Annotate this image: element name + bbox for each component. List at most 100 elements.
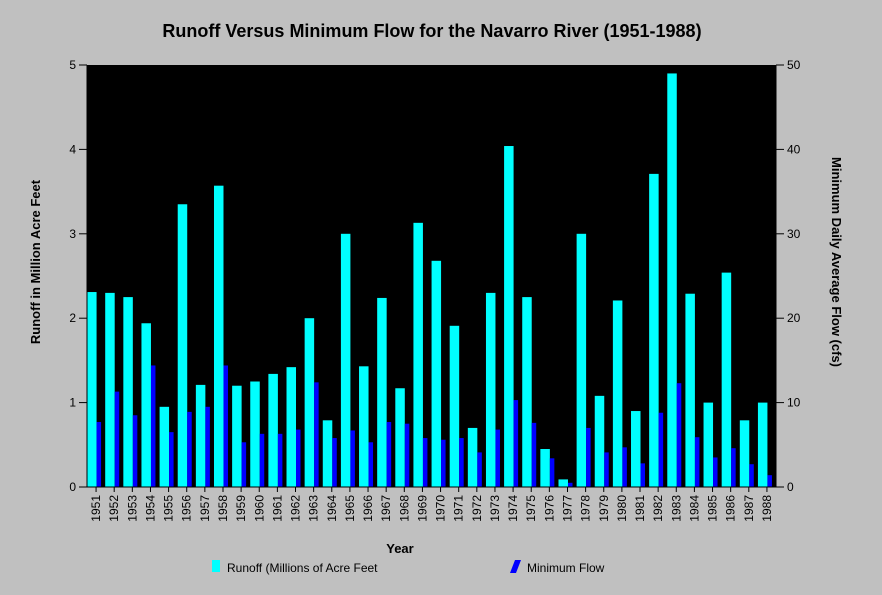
bar-runoff-1987 bbox=[739, 420, 750, 487]
bar-minimum-flow-1980 bbox=[622, 447, 627, 487]
bar-minimum-flow-1975 bbox=[531, 422, 537, 487]
x-tick-label: 1965 bbox=[343, 495, 357, 522]
bar-minimum-flow-1984 bbox=[694, 437, 700, 487]
legend-swatch-minimum-flow bbox=[510, 560, 521, 573]
bar-minimum-flow-1978 bbox=[586, 427, 591, 487]
bar-minimum-flow-1960 bbox=[259, 433, 265, 487]
x-tick-label: 1981 bbox=[633, 495, 647, 522]
bar-minimum-flow-1988 bbox=[767, 475, 772, 487]
bar-minimum-flow-1959 bbox=[241, 442, 247, 487]
bar-runoff-1951 bbox=[87, 292, 97, 487]
x-tick-label: 1984 bbox=[687, 495, 701, 522]
bar-runoff-1973 bbox=[485, 292, 496, 487]
bar-runoff-1964 bbox=[322, 420, 333, 487]
bar-minimum-flow-1963 bbox=[314, 382, 319, 487]
bar-minimum-flow-1958 bbox=[223, 365, 228, 487]
bar-runoff-1961 bbox=[268, 373, 278, 487]
x-axis-title: Year bbox=[386, 541, 413, 556]
bar-minimum-flow-1987 bbox=[749, 464, 754, 487]
bar-minimum-flow-1985 bbox=[713, 457, 718, 487]
bar-minimum-flow-1956 bbox=[187, 411, 192, 487]
bar-minimum-flow-1979 bbox=[604, 452, 609, 487]
bar-minimum-flow-1983 bbox=[676, 383, 682, 487]
x-tick-label: 1968 bbox=[397, 495, 411, 522]
bar-minimum-flow-1952 bbox=[114, 391, 120, 487]
x-tick-label: 1952 bbox=[107, 495, 121, 522]
x-tick-label: 1988 bbox=[760, 495, 774, 522]
y-tick-label-left: 5 bbox=[69, 58, 76, 72]
x-tick-label: 1955 bbox=[162, 495, 176, 522]
bar-runoff-1960 bbox=[250, 381, 260, 487]
bar-runoff-1982 bbox=[649, 173, 659, 487]
x-tick-label: 1970 bbox=[434, 495, 448, 522]
x-tick-label: 1969 bbox=[415, 495, 429, 522]
bar-minimum-flow-1953 bbox=[132, 415, 138, 487]
bar-runoff-1970 bbox=[431, 260, 442, 487]
x-tick-label: 1954 bbox=[143, 495, 157, 522]
bar-minimum-flow-1986 bbox=[731, 448, 736, 487]
y-tick-label-right: 10 bbox=[787, 396, 801, 410]
x-tick-label: 1971 bbox=[452, 495, 466, 522]
bar-runoff-1972 bbox=[467, 427, 478, 487]
x-tick-label: 1962 bbox=[289, 495, 303, 522]
bar-minimum-flow-1962 bbox=[296, 429, 301, 487]
y-tick-label-right: 40 bbox=[787, 142, 801, 156]
axes bbox=[86, 65, 777, 488]
x-tick-label: 1961 bbox=[270, 495, 284, 522]
bar-runoff-1977 bbox=[558, 479, 568, 487]
x-tick-label: 1967 bbox=[379, 495, 393, 522]
bar-minimum-flow-1969 bbox=[422, 438, 428, 487]
bar-minimum-flow-1974 bbox=[513, 400, 519, 487]
bar-runoff-1980 bbox=[612, 300, 623, 487]
bar-runoff-1976 bbox=[540, 449, 550, 487]
bar-minimum-flow-1981 bbox=[640, 463, 646, 487]
bar-minimum-flow-1971 bbox=[459, 438, 464, 487]
x-tick-label: 1985 bbox=[706, 495, 720, 522]
bar-runoff-1979 bbox=[594, 395, 605, 487]
bar-runoff-1954 bbox=[141, 323, 151, 487]
bar-runoff-1984 bbox=[685, 293, 695, 487]
bar-minimum-flow-1966 bbox=[368, 442, 374, 487]
legend-item-runoff: Runoff (Millions of Acre Feet bbox=[212, 560, 378, 575]
x-tick-label: 1978 bbox=[579, 495, 593, 522]
legend-label-runoff: Runoff (Millions of Acre Feet bbox=[227, 561, 378, 575]
x-tick-label: 1966 bbox=[361, 495, 375, 522]
y-tick-label-left: 4 bbox=[69, 142, 76, 156]
x-tick-label: 1959 bbox=[234, 495, 248, 522]
x-tick-label: 1951 bbox=[89, 495, 103, 522]
chart-title: Runoff Versus Minimum Flow for the Navar… bbox=[162, 21, 701, 41]
x-tick-label: 1960 bbox=[252, 495, 266, 522]
x-tick-label: 1987 bbox=[742, 495, 756, 522]
bar-runoff-1978 bbox=[576, 233, 587, 487]
bar-runoff-1968 bbox=[395, 388, 405, 487]
bar-minimum-flow-1976 bbox=[549, 458, 555, 487]
bar-runoff-1962 bbox=[286, 367, 297, 487]
bar-runoff-1957 bbox=[195, 384, 206, 487]
bar-runoff-1975 bbox=[522, 297, 532, 487]
x-tick-label: 1974 bbox=[506, 495, 520, 522]
bar-minimum-flow-1977 bbox=[567, 482, 573, 487]
y-tick-label-left: 1 bbox=[69, 396, 76, 410]
y-tick-label-right: 0 bbox=[787, 480, 794, 494]
y-tick-label-left: 3 bbox=[69, 227, 76, 241]
bar-minimum-flow-1951 bbox=[96, 422, 102, 487]
bar-runoff-1986 bbox=[721, 272, 732, 487]
bar-minimum-flow-1964 bbox=[332, 438, 337, 487]
bar-runoff-1967 bbox=[377, 297, 387, 487]
x-tick-label: 1963 bbox=[307, 495, 321, 522]
x-tick-label: 1979 bbox=[597, 495, 611, 522]
x-tick-label: 1957 bbox=[198, 495, 212, 522]
x-tick-label: 1972 bbox=[470, 495, 484, 522]
bars bbox=[87, 73, 772, 487]
bar-runoff-1959 bbox=[232, 385, 242, 487]
y-tick-label-right: 30 bbox=[787, 227, 801, 241]
bar-runoff-1953 bbox=[123, 297, 133, 487]
bar-minimum-flow-1972 bbox=[477, 452, 482, 487]
legend-swatch-runoff bbox=[212, 560, 220, 572]
bar-minimum-flow-1970 bbox=[441, 439, 446, 487]
y-tick-label-right: 20 bbox=[787, 311, 801, 325]
bar-minimum-flow-1957 bbox=[205, 406, 210, 487]
bar-runoff-1983 bbox=[667, 73, 677, 487]
